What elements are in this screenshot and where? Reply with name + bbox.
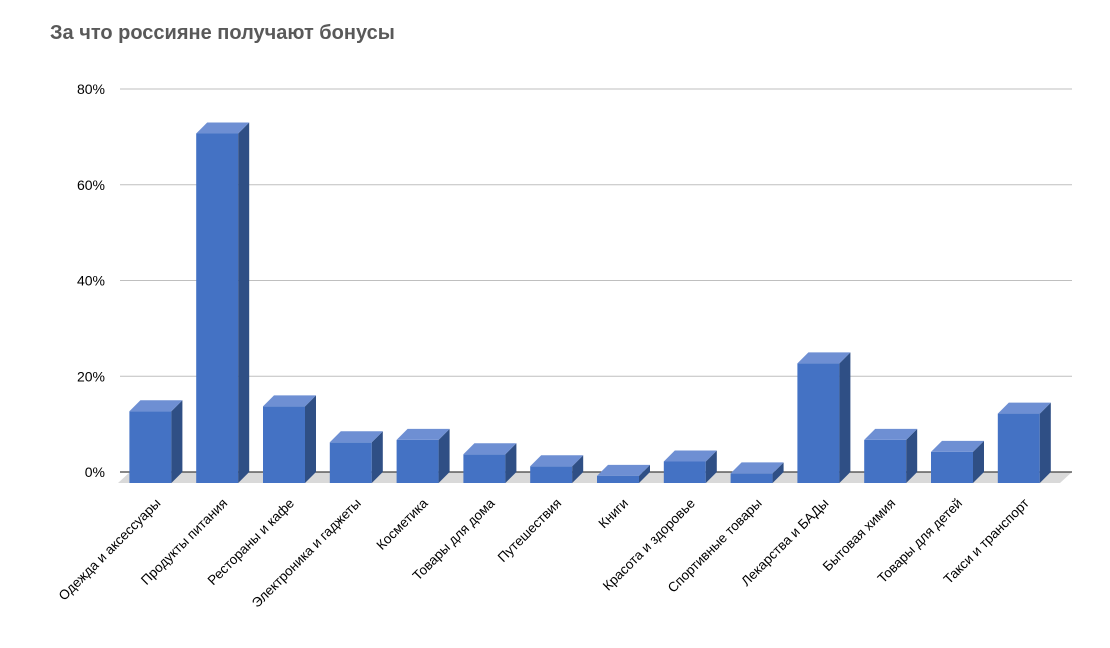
bar-top [530,455,584,467]
bar [463,443,517,483]
bar-top [730,462,784,474]
bar-top [196,122,250,134]
bar-front [129,411,172,483]
bar-top [329,431,383,443]
bar-front [263,406,305,483]
bar-side [438,428,450,483]
y-tick-label: 60% [77,177,105,193]
bar-top [463,443,517,455]
bar-front [931,451,973,483]
bar-top [931,440,984,452]
y-tick-label: 40% [77,273,105,289]
bar-side [238,122,250,483]
bar-side [305,395,316,483]
bar-top [663,450,717,462]
y-tick-label: 0% [85,464,105,480]
bar-front [530,466,573,483]
bar-front [463,454,506,483]
y-tick-label: 80% [77,81,105,97]
bar-front [663,461,706,483]
bar-top [129,400,183,412]
x-tick-label: Косметика [374,495,432,553]
bar [864,428,918,483]
bar-side [772,462,784,483]
bar-side [572,455,584,483]
bar [931,440,984,483]
bar [129,400,183,483]
bar [730,462,784,483]
bar [797,352,851,483]
bar-top [997,402,1051,414]
bar-front [597,475,639,483]
bar-side [839,352,851,483]
bar [663,450,717,483]
bar [329,431,383,483]
bar-front [730,473,773,483]
chart-floor-layer [118,472,1072,483]
bar [530,455,584,483]
bar-top [396,428,450,440]
bar-top [263,395,316,407]
bar [597,464,650,483]
y-axis-ticks: 0% 20% 40% 60% 80% [77,81,105,480]
bar [997,402,1051,483]
bar-front [997,413,1040,483]
bar [396,428,450,483]
bar-side [705,450,717,483]
bar-side [973,440,984,483]
y-tick-label: 20% [77,368,105,384]
bar-side [371,431,383,483]
bar-front [864,439,907,483]
bar-top [864,428,918,440]
bar-front [396,439,439,483]
bar-side [171,400,183,483]
bars [129,122,1051,483]
bar-side [639,464,650,483]
bar [196,122,250,483]
x-tick-label: Путешествия [495,496,565,566]
bar-front [196,133,239,483]
bar-front [797,363,840,483]
bar-side [906,428,918,483]
bar-front [329,442,372,483]
gridlines [120,88,1072,473]
bar-side [1039,402,1051,483]
bar-top [597,464,650,476]
x-tick-label: Книги [596,496,632,532]
bar-top [797,352,851,364]
chart-title: За что россияне получают бонусы [50,22,395,44]
chart-floor [118,472,1072,483]
x-tick-label: Электроника и гаджеты [249,496,364,611]
bar [263,395,316,483]
bar-side [505,443,517,483]
